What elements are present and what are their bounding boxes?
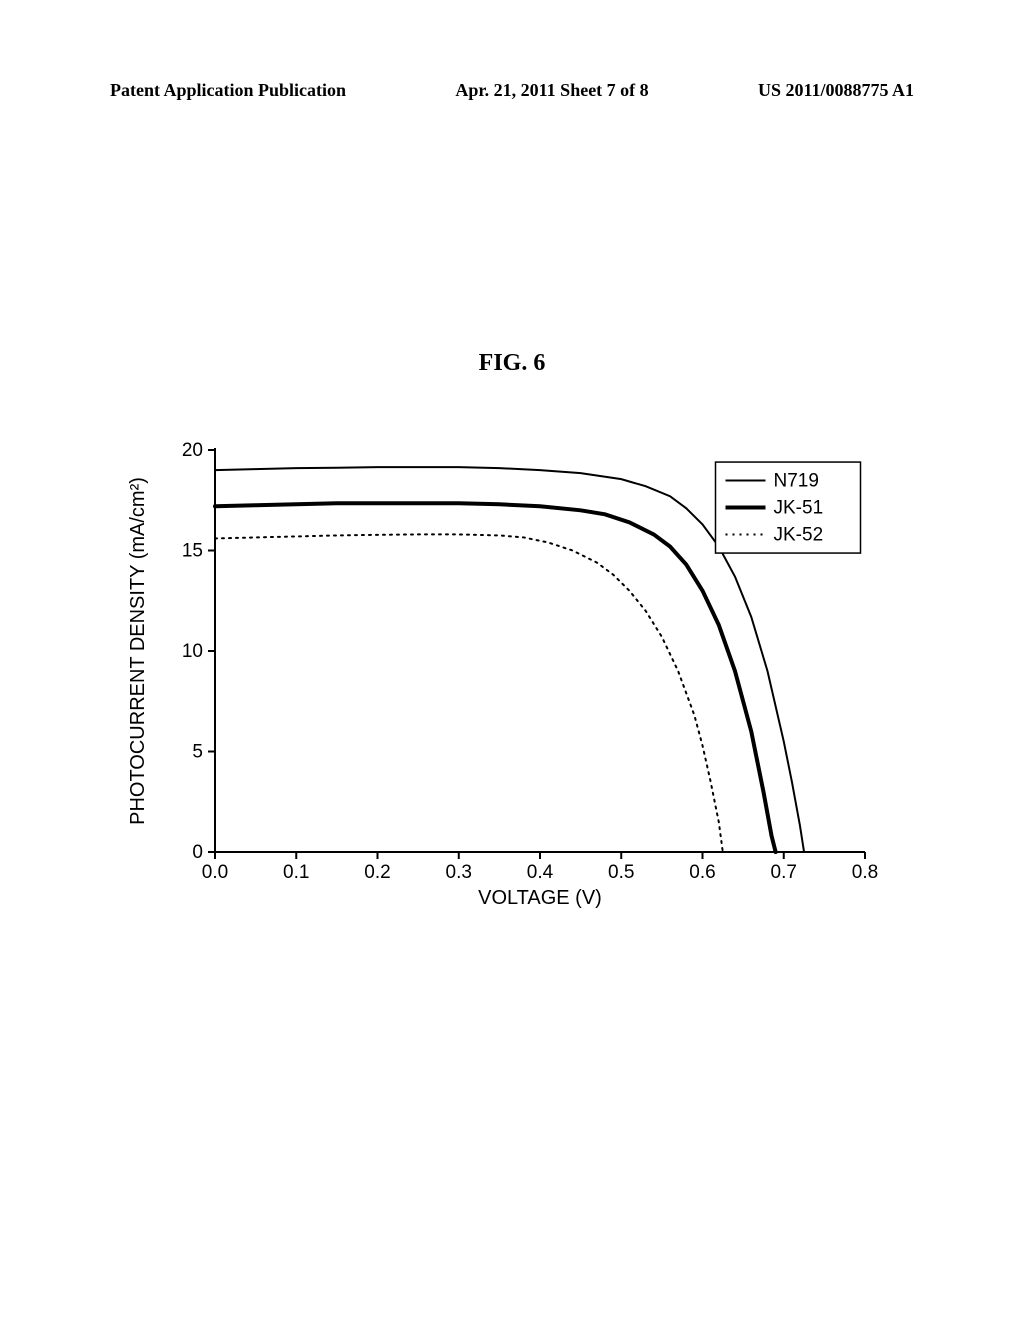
svg-text:PHOTOCURRENT DENSITY (mA/cm²): PHOTOCURRENT DENSITY (mA/cm²)	[127, 477, 149, 825]
header-right: US 2011/0088775 A1	[758, 80, 914, 101]
svg-text:10: 10	[182, 641, 203, 662]
svg-text:0: 0	[192, 842, 203, 863]
header-left: Patent Application Publication	[110, 80, 346, 101]
svg-text:0.7: 0.7	[771, 862, 797, 883]
iv-curve-chart: 0.0 0.1 0.2 0.3 0.4 0.5 0.6 0.7 0.8 0 5 10 15 20 VOLTA…	[120, 440, 880, 910]
svg-text:0.4: 0.4	[527, 862, 554, 883]
svg-text:0.8: 0.8	[852, 862, 878, 883]
svg-text:JK-52: JK-52	[774, 525, 824, 546]
figure-title: FIG. 6	[0, 350, 1024, 377]
svg-text:0.1: 0.1	[283, 862, 309, 883]
page-header: Patent Application Publication Apr. 21, …	[110, 80, 914, 101]
chart-svg: 0.0 0.1 0.2 0.3 0.4 0.5 0.6 0.7 0.8 0 5 10 15 20 VOLTA…	[120, 440, 880, 910]
svg-text:0.0: 0.0	[202, 862, 228, 883]
svg-text:0.5: 0.5	[608, 862, 634, 883]
svg-text:0.6: 0.6	[689, 862, 715, 883]
svg-text:0.2: 0.2	[364, 862, 390, 883]
svg-text:VOLTAGE (V): VOLTAGE (V)	[478, 887, 602, 909]
svg-text:5: 5	[192, 742, 203, 763]
svg-text:JK-51: JK-51	[774, 498, 824, 519]
svg-text:20: 20	[182, 440, 203, 461]
svg-text:N719: N719	[774, 471, 819, 492]
svg-text:15: 15	[182, 541, 203, 562]
svg-text:0.3: 0.3	[446, 862, 472, 883]
header-center: Apr. 21, 2011 Sheet 7 of 8	[455, 80, 648, 101]
